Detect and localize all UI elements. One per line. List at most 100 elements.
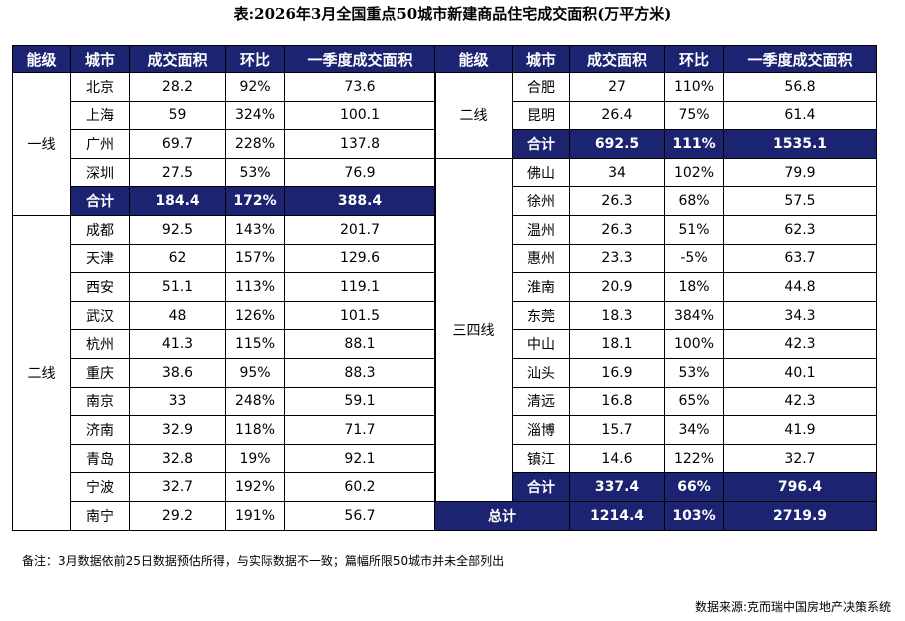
area-cell: 15.7 xyxy=(569,415,665,445)
area-cell: 14.6 xyxy=(569,443,665,474)
column-header: 城市 xyxy=(512,45,570,73)
q1-area-cell: 34.3 xyxy=(723,300,877,331)
area-cell: 26.3 xyxy=(569,186,665,216)
city-cell: 济南 xyxy=(70,415,130,445)
q1-area-cell: 60.2 xyxy=(284,472,436,502)
city-cell: 武汉 xyxy=(70,300,130,331)
mom-cell: 34% xyxy=(664,415,724,445)
column-header: 环比 xyxy=(225,45,285,73)
q1-area-cell: 41.9 xyxy=(723,415,877,445)
area-cell: 27 xyxy=(569,72,665,102)
table-row: 武汉 48 126% 101.5 xyxy=(13,300,436,331)
table-row: 东莞 18.3 384% 34.3 xyxy=(435,300,877,331)
mom-cell: 68% xyxy=(664,186,724,216)
subtotal-city-cell: 合计 xyxy=(512,472,570,502)
area-cell: 26.3 xyxy=(569,214,665,245)
table-row: 一线 北京 28.2 92% 73.6 xyxy=(12,72,436,216)
mom-cell: 53% xyxy=(225,157,285,188)
subtotal-area-cell: 337.4 xyxy=(569,472,665,502)
subtotal-row: 合计 692.5 111% 1535.1 xyxy=(435,129,877,159)
table-row: 青岛 32.8 19% 92.1 xyxy=(13,443,436,474)
tier-label: 二线 xyxy=(434,72,513,159)
mom-cell: 18% xyxy=(664,272,724,302)
city-cell: 淮南 xyxy=(512,272,570,302)
table-row: 天津 62 157% 129.6 xyxy=(13,243,436,274)
area-cell: 32.7 xyxy=(129,472,226,502)
table-row: 温州 26.3 51% 62.3 xyxy=(435,214,877,245)
table-row: 济南 32.9 118% 71.7 xyxy=(13,415,436,445)
city-cell: 南宁 xyxy=(70,500,130,531)
table-row: 淮南 20.9 18% 44.8 xyxy=(435,272,877,302)
left-table: 能级 城市 成交面积 环比 一季度成交面积 一线 北京 28.2 92% 73.6 上海 59 324%… xyxy=(12,45,436,531)
mom-cell: 19% xyxy=(225,443,285,474)
tier-label: 三四线 xyxy=(434,157,513,502)
city-cell: 徐州 xyxy=(512,186,570,216)
city-cell: 中山 xyxy=(512,329,570,359)
subtotal-mom-cell: 66% xyxy=(664,472,724,502)
mom-cell: 248% xyxy=(225,386,285,417)
mom-cell: 384% xyxy=(664,300,724,331)
grand-total-label: 总计 xyxy=(434,500,570,531)
mom-cell: 100% xyxy=(664,329,724,359)
table-row: 镇江 14.6 122% 32.7 xyxy=(435,443,877,474)
city-cell: 佛山 xyxy=(512,157,570,188)
q1-area-cell: 101.5 xyxy=(284,300,436,331)
q1-area-cell: 59.1 xyxy=(284,386,436,417)
q1-area-cell: 129.6 xyxy=(284,243,436,274)
q1-area-cell: 40.1 xyxy=(723,357,877,388)
q1-area-cell: 71.7 xyxy=(284,415,436,445)
column-header: 环比 xyxy=(664,45,724,73)
city-cell: 成都 xyxy=(70,214,130,245)
tier-label: 二线 xyxy=(12,214,71,531)
subtotal-q1-area-cell: 388.4 xyxy=(284,186,436,216)
table-title: 表:2026年3月全国重点50城市新建商品住宅成交面积(万平方米) xyxy=(233,5,672,23)
area-cell: 32.8 xyxy=(129,443,226,474)
subtotal-row: 合计 337.4 66% 796.4 xyxy=(435,472,877,502)
mom-cell: 115% xyxy=(225,329,285,359)
city-cell: 西安 xyxy=(70,272,130,302)
mom-cell: 143% xyxy=(225,214,285,245)
table-row: 南京 33 248% 59.1 xyxy=(13,386,436,417)
table-row: 三四线 佛山 34 102% 79.9 xyxy=(434,157,877,502)
subtotal-city-cell: 合计 xyxy=(70,186,130,216)
city-cell: 深圳 xyxy=(70,157,130,188)
q1-area-cell: 32.7 xyxy=(723,443,877,474)
area-cell: 51.1 xyxy=(129,272,226,302)
city-cell: 合肥 xyxy=(512,72,570,102)
subtotal-city-cell: 合计 xyxy=(512,129,570,159)
q1-area-cell: 88.1 xyxy=(284,329,436,359)
mom-cell: 228% xyxy=(225,129,285,159)
area-cell: 62 xyxy=(129,243,226,274)
area-cell: 38.6 xyxy=(129,357,226,388)
q1-area-cell: 57.5 xyxy=(723,186,877,216)
column-header: 能级 xyxy=(12,45,71,73)
table-row: 宁波 32.7 192% 60.2 xyxy=(13,472,436,502)
area-cell: 29.2 xyxy=(129,500,226,531)
grand-total-mom-cell: 103% xyxy=(664,500,724,531)
area-cell: 32.9 xyxy=(129,415,226,445)
area-cell: 48 xyxy=(129,300,226,331)
table-row: 上海 59 324% 100.1 xyxy=(13,100,436,131)
table-row: 南宁 29.2 191% 56.7 xyxy=(13,500,436,531)
city-cell: 温州 xyxy=(512,214,570,245)
subtotal-mom-cell: 111% xyxy=(664,129,724,159)
mom-cell: 95% xyxy=(225,357,285,388)
table-row: 二线 合肥 27 110% 56.8 xyxy=(434,72,877,159)
mom-cell: 53% xyxy=(664,357,724,388)
column-header: 成交面积 xyxy=(129,45,226,73)
q1-area-cell: 92.1 xyxy=(284,443,436,474)
city-cell: 汕头 xyxy=(512,357,570,388)
q1-area-cell: 76.9 xyxy=(284,157,436,188)
column-header: 城市 xyxy=(70,45,130,73)
subtotal-q1-area-cell: 1535.1 xyxy=(723,129,877,159)
table-row: 徐州 26.3 68% 57.5 xyxy=(435,186,877,216)
table-row: 二线 成都 92.5 143% 201.7 xyxy=(12,214,436,531)
q1-area-cell: 56.7 xyxy=(284,500,436,531)
q1-area-cell: 119.1 xyxy=(284,272,436,302)
area-cell: 20.9 xyxy=(569,272,665,302)
area-cell: 33 xyxy=(129,386,226,417)
q1-area-cell: 73.6 xyxy=(284,72,436,102)
q1-area-cell: 100.1 xyxy=(284,100,436,131)
data-source: 数据来源:克而瑞中国房地产决策系统 xyxy=(694,600,891,614)
table-row: 西安 51.1 113% 119.1 xyxy=(13,272,436,302)
